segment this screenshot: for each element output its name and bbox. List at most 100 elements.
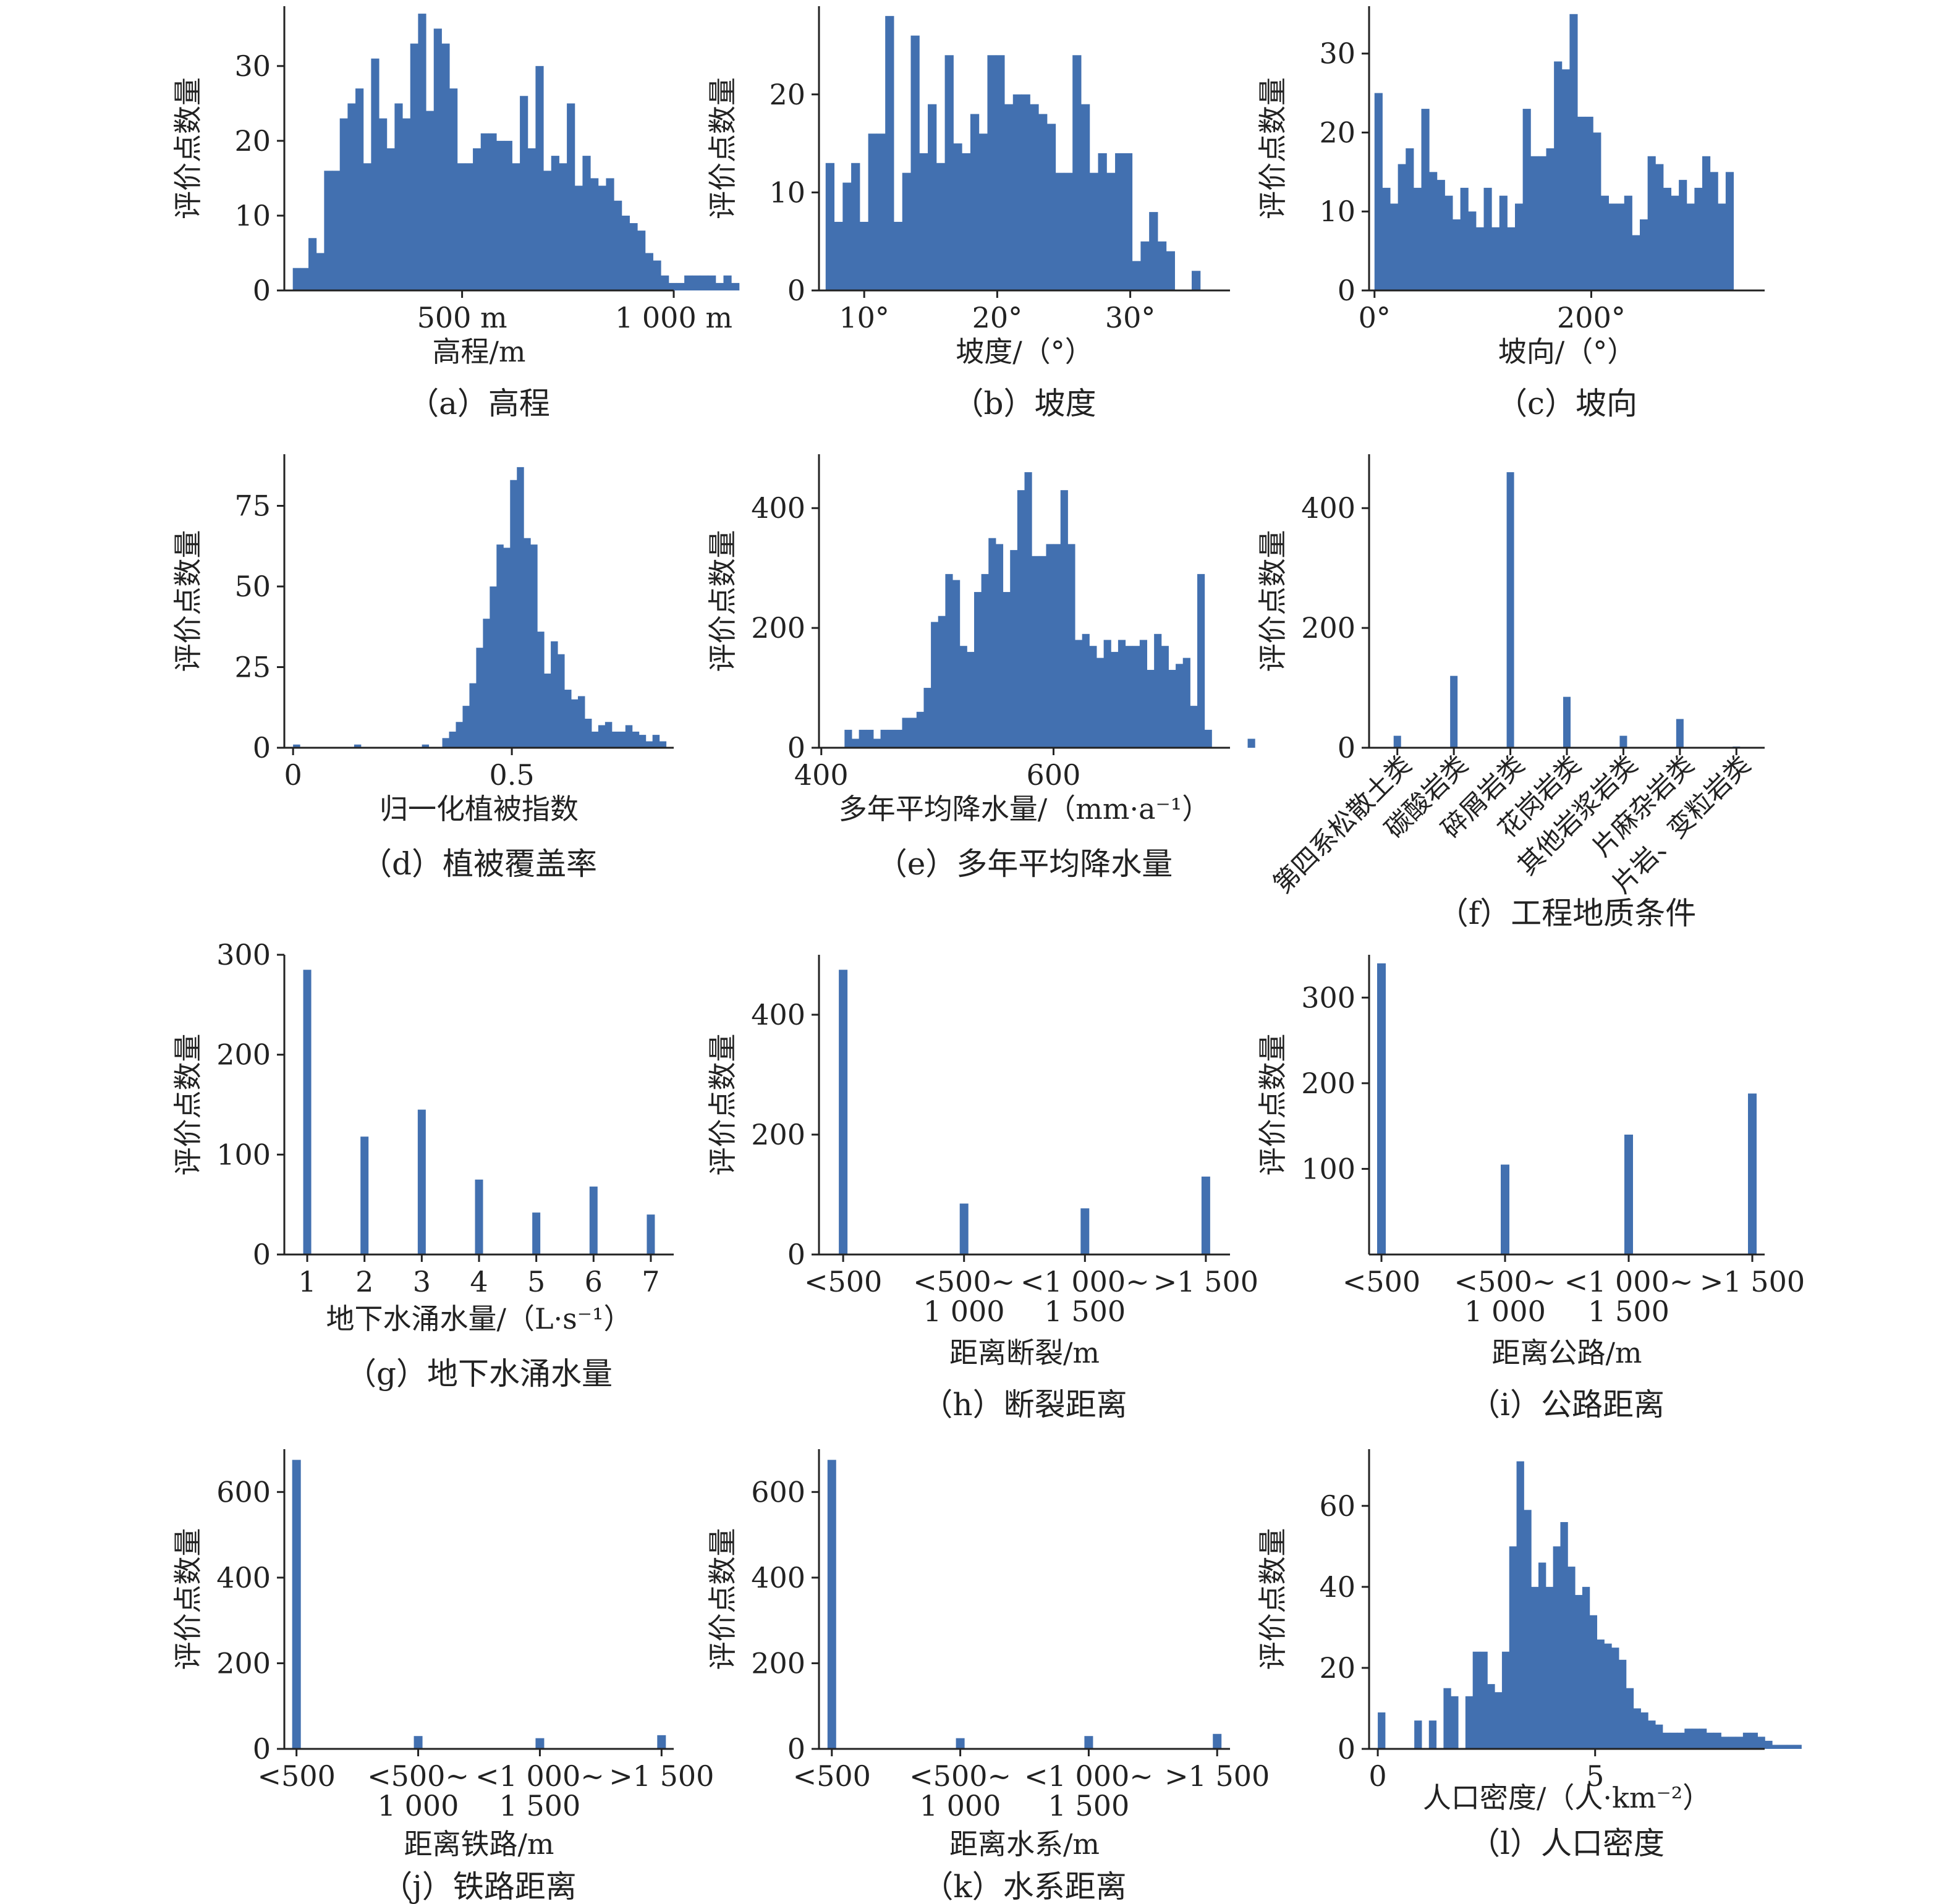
histogram-bar	[490, 586, 497, 748]
histogram-bar	[543, 171, 552, 290]
histogram-bar	[590, 178, 599, 290]
y-tick-label: 40	[1319, 1570, 1355, 1604]
histogram-bar	[1374, 93, 1383, 291]
histogram-bar	[873, 738, 881, 748]
y-tick-label: 100	[216, 1138, 271, 1171]
histogram-bar	[1718, 203, 1726, 290]
histogram-bar	[1626, 1688, 1634, 1749]
y-tick-label: 75	[234, 489, 271, 523]
histogram-bar	[978, 133, 988, 290]
histogram-bar	[1003, 591, 1011, 748]
x-axis-label: 人口密度/（人·km⁻²）	[1423, 1781, 1711, 1814]
category-bar	[1501, 1164, 1509, 1255]
histogram-bar	[584, 719, 592, 748]
x-tick-label: >1 500	[609, 1759, 714, 1793]
x-axis-label: 距离公路/m	[1491, 1336, 1642, 1369]
x-tick-label: 1 000	[920, 1789, 1001, 1822]
x-tick-label: <500~	[909, 1759, 1011, 1793]
histogram-bar	[1132, 646, 1140, 748]
category-bar	[292, 1460, 301, 1749]
histogram-bar	[919, 153, 928, 290]
histogram-bar	[308, 238, 317, 290]
x-tick-label: >1 500	[1164, 1759, 1270, 1793]
category-bar	[1377, 963, 1386, 1255]
histogram-bar	[402, 118, 411, 290]
x-tick-label: 30°	[1105, 301, 1156, 334]
histogram-bar	[503, 548, 511, 748]
category-bar	[657, 1735, 666, 1749]
histogram-bar	[893, 221, 903, 290]
panel-caption: （h）断裂距离	[922, 1387, 1127, 1423]
x-axis-label: 归一化植被指数	[380, 792, 579, 826]
histogram-bar	[1786, 1745, 1795, 1749]
histogram-bar	[332, 171, 341, 290]
panel-caption: （f）工程地质条件	[1438, 895, 1697, 931]
x-tick-label: 6	[585, 1265, 603, 1298]
category-bar	[414, 1736, 423, 1749]
y-axis-label: 评价点数量	[1256, 1528, 1289, 1670]
histogram-bar	[1378, 1712, 1386, 1749]
histogram-bar	[1538, 156, 1547, 290]
x-tick-label: 1 500	[1588, 1295, 1669, 1328]
y-tick-label: 0	[787, 274, 805, 307]
chart-panel-j: 0 200 400 600 <500 <500~1 000 <1 000~1 500 >1 5…	[171, 1449, 714, 1904]
y-tick-label: 10	[1319, 195, 1355, 228]
histogram-bar	[1554, 61, 1563, 290]
histogram-bar	[967, 651, 975, 748]
histogram-bar	[1443, 1688, 1451, 1749]
x-tick-label: 1	[298, 1265, 316, 1298]
histogram-bar	[1182, 658, 1190, 748]
histogram-bar	[1524, 1510, 1532, 1749]
histogram-bar	[456, 722, 463, 748]
x-tick-label: 0	[1368, 1759, 1386, 1793]
histogram-bar	[859, 729, 867, 748]
histogram-bar	[1553, 1546, 1561, 1749]
histogram-bar	[316, 253, 324, 290]
histogram-bar	[834, 221, 843, 290]
histogram-bar	[354, 744, 362, 748]
x-tick-label: 20°	[972, 301, 1023, 334]
panel-caption: （b）坡度	[952, 386, 1096, 421]
histogram-bar	[1692, 1728, 1700, 1749]
histogram-bar	[355, 88, 364, 290]
histogram-bar	[938, 616, 946, 748]
chart-panel-h: 0 200 400 <500 <500~1 000 <1 000~1 500 >1 500 评…	[706, 955, 1258, 1423]
histogram-bar	[1640, 1712, 1648, 1749]
x-tick-label: 1 000	[923, 1295, 1005, 1328]
x-tick-label: <500~	[1454, 1265, 1556, 1298]
chart-panel-k: 0 200 400 600 <500 <500~1 000 <1 000~1 500 >1 5…	[706, 1449, 1270, 1904]
histogram-bar	[496, 544, 504, 748]
y-tick-label: 0	[1338, 731, 1355, 764]
histogram-bar	[909, 717, 917, 748]
histogram-bar	[1487, 1684, 1495, 1749]
histogram-bar	[1118, 640, 1126, 748]
histogram-bar	[1507, 227, 1516, 290]
histogram-bar	[621, 215, 630, 290]
histogram-bar	[551, 641, 558, 748]
histogram-bar	[888, 729, 896, 748]
y-tick-label: 20	[1319, 116, 1355, 149]
histogram-bar	[1414, 1720, 1422, 1749]
histogram-bar	[530, 544, 538, 748]
x-tick-label: <1 000~	[1020, 1265, 1150, 1298]
histogram-bar	[1406, 148, 1414, 290]
x-tick-label: 0	[284, 758, 302, 792]
histogram-bar	[1750, 1732, 1758, 1749]
histogram-bar	[708, 275, 716, 290]
histogram-bar	[1055, 172, 1064, 290]
histogram-bar	[970, 114, 980, 290]
histogram-bar	[723, 275, 732, 290]
y-tick-label: 60	[1319, 1489, 1355, 1523]
y-tick-label: 0	[253, 731, 271, 764]
histogram-bar	[1516, 1461, 1524, 1749]
histogram-bar	[591, 731, 599, 748]
y-tick-label: 200	[216, 1646, 271, 1680]
histogram-bar	[923, 688, 931, 748]
histogram-bar	[1475, 227, 1485, 290]
x-tick-label: <1 000~	[475, 1759, 604, 1793]
histogram-bar	[441, 43, 450, 291]
histogram-bar	[1491, 227, 1500, 290]
y-axis-label: 评价点数量	[171, 530, 205, 672]
histogram-bar	[1509, 1546, 1517, 1749]
